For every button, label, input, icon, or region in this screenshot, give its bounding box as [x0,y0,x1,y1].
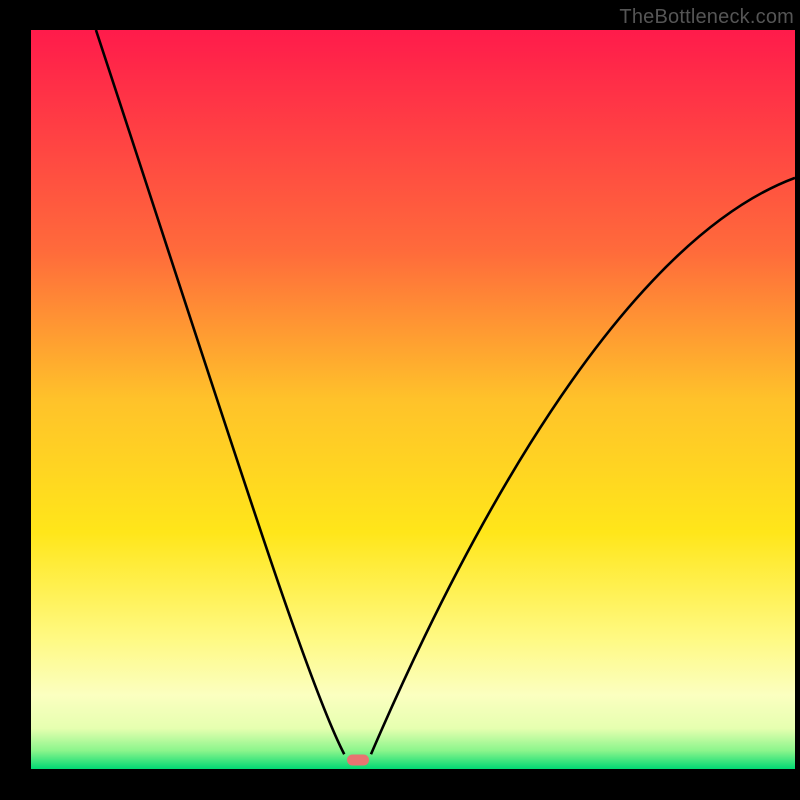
watermark-text: TheBottleneck.com [619,6,794,29]
optimum-marker [347,755,369,766]
plot-area [31,30,795,769]
curve-left [96,30,344,754]
curve-right [371,178,795,754]
bottleneck-curve [31,30,795,769]
